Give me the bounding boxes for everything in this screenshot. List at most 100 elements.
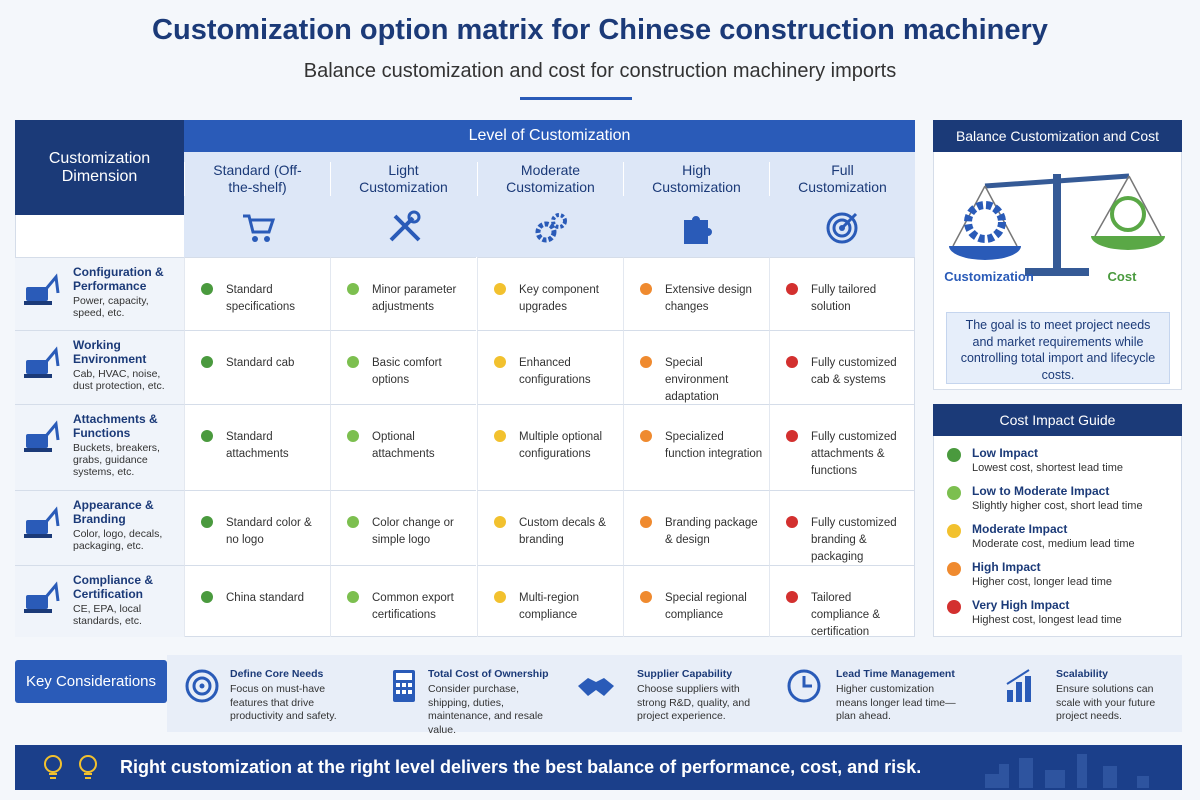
consideration-icon xyxy=(393,670,415,702)
guide-description: Highest cost, longest lead time xyxy=(972,614,1122,626)
cell-text: Special regional compliance xyxy=(665,592,747,621)
cell-text: Key component upgrades xyxy=(519,284,599,313)
row-description: Cab, HVAC, noise, dust protection, etc. xyxy=(73,368,165,392)
consideration-text: Higher customization means longer lead t… xyxy=(836,683,956,722)
impact-dot xyxy=(640,430,652,442)
level-label: Full Customization xyxy=(769,162,915,196)
scale-icon xyxy=(949,173,1165,276)
cell xyxy=(769,257,915,330)
consideration-icon xyxy=(185,669,219,703)
level-icon xyxy=(389,210,421,242)
row-description: CE, EPA, local standards, etc. xyxy=(73,603,142,627)
impact-dot xyxy=(201,283,213,295)
row-icon xyxy=(24,506,60,538)
impact-dot xyxy=(786,356,798,368)
cell-text: Extensive design changes xyxy=(665,284,752,313)
level-label: Light Customization xyxy=(330,162,476,196)
guide-name: Very High Impact xyxy=(972,598,1070,612)
footer-skyline xyxy=(985,754,1149,788)
consideration-text: Ensure solutions can scale with your fut… xyxy=(1056,683,1156,722)
cell xyxy=(330,257,476,330)
cell xyxy=(623,330,769,404)
level-label: Standard (Off-the-shelf) xyxy=(184,162,330,196)
cell xyxy=(330,330,476,404)
footer-bulbs xyxy=(44,755,97,779)
guide-title: Cost Impact Guide xyxy=(933,404,1182,436)
dimension-header: Customization Dimension xyxy=(15,120,184,215)
guide-description: Moderate cost, medium lead time xyxy=(972,538,1135,550)
guide-dot xyxy=(947,486,961,500)
guide-dot xyxy=(947,600,961,614)
consideration-icon xyxy=(1006,669,1031,702)
cell xyxy=(769,490,915,565)
impact-dot xyxy=(347,591,359,603)
impact-dot xyxy=(786,430,798,442)
cell xyxy=(477,257,623,330)
row-icon xyxy=(24,273,60,305)
consideration-title: Scalability xyxy=(1056,668,1108,680)
cell xyxy=(477,490,623,565)
impact-dot xyxy=(786,516,798,528)
consideration-text: Focus on must-have features that drive p… xyxy=(230,683,337,722)
guide-dot xyxy=(947,524,961,538)
impact-dot xyxy=(786,283,798,295)
subtitle: Balance customization and cost for const… xyxy=(303,60,897,82)
row-title: Attachments & Functions xyxy=(73,412,158,440)
cell-text: Fully tailored solution xyxy=(811,284,877,313)
guide-description: Lowest cost, shortest lead time xyxy=(972,462,1124,474)
consideration-text: Consider purchase, shipping, duties, mai… xyxy=(428,683,543,736)
cell-text: Standard cab xyxy=(226,357,295,369)
cell xyxy=(184,257,330,330)
consideration-text: Choose suppliers with strong R&D, qualit… xyxy=(637,683,751,722)
cell xyxy=(477,404,623,490)
cell xyxy=(184,330,330,404)
consideration-title: Total Cost of Ownership xyxy=(428,668,549,680)
cell xyxy=(477,330,623,404)
cell xyxy=(477,565,623,637)
cell xyxy=(330,404,476,490)
impact-dot xyxy=(786,591,798,603)
cell xyxy=(769,565,915,637)
cell-text: Enhanced configurations xyxy=(519,357,591,386)
guide-name: High Impact xyxy=(972,560,1041,574)
cell-text: China standard xyxy=(226,592,304,604)
cell-text: Specialized function integration xyxy=(665,431,763,460)
impact-dot xyxy=(494,283,506,295)
impact-dot xyxy=(640,516,652,528)
consideration-title: Supplier Capability xyxy=(637,668,733,680)
level-icon xyxy=(243,214,275,242)
cell xyxy=(184,490,330,565)
level-icon xyxy=(684,216,712,244)
cell-text: Tailored compliance & certification xyxy=(811,592,881,638)
balance-note: The goal is to meet project needs and ma… xyxy=(946,312,1170,384)
impact-dot xyxy=(201,591,213,603)
cell xyxy=(623,257,769,330)
cell-text: Custom decals & branding xyxy=(519,517,606,546)
cell xyxy=(623,404,769,490)
row-icon xyxy=(24,581,60,613)
cell xyxy=(330,565,476,637)
level-header: Level of Customization xyxy=(184,120,915,152)
guide-dot xyxy=(947,562,961,576)
cell-text: Standard specifications xyxy=(226,284,296,313)
guide-name: Low to Moderate Impact xyxy=(972,484,1110,498)
level-icon xyxy=(826,212,858,244)
row-icon xyxy=(24,420,60,452)
impact-dot xyxy=(347,516,359,528)
cell-text: Fully customized attachments & functions xyxy=(811,431,897,477)
row-title: Configuration & Performance xyxy=(73,265,164,293)
cell-text: Fully customized cab & systems xyxy=(811,357,897,386)
guide-description: Higher cost, longer lead time xyxy=(972,576,1113,588)
cell-text: Minor parameter adjustments xyxy=(372,284,457,313)
cell xyxy=(769,330,915,404)
impact-dot xyxy=(494,591,506,603)
impact-dot xyxy=(494,430,506,442)
row-title: Compliance & Certification xyxy=(73,573,154,601)
row-description: Power, capacity, speed, etc. xyxy=(73,295,149,319)
level-label: Moderate Customization xyxy=(477,162,623,196)
cell-text: Special environment adaptation xyxy=(665,357,729,403)
row-icon xyxy=(24,346,60,378)
title: Customization option matrix for Chinese … xyxy=(152,14,1048,46)
guide-panel xyxy=(933,404,1182,637)
considerations-label: Key Considerations xyxy=(15,660,167,703)
